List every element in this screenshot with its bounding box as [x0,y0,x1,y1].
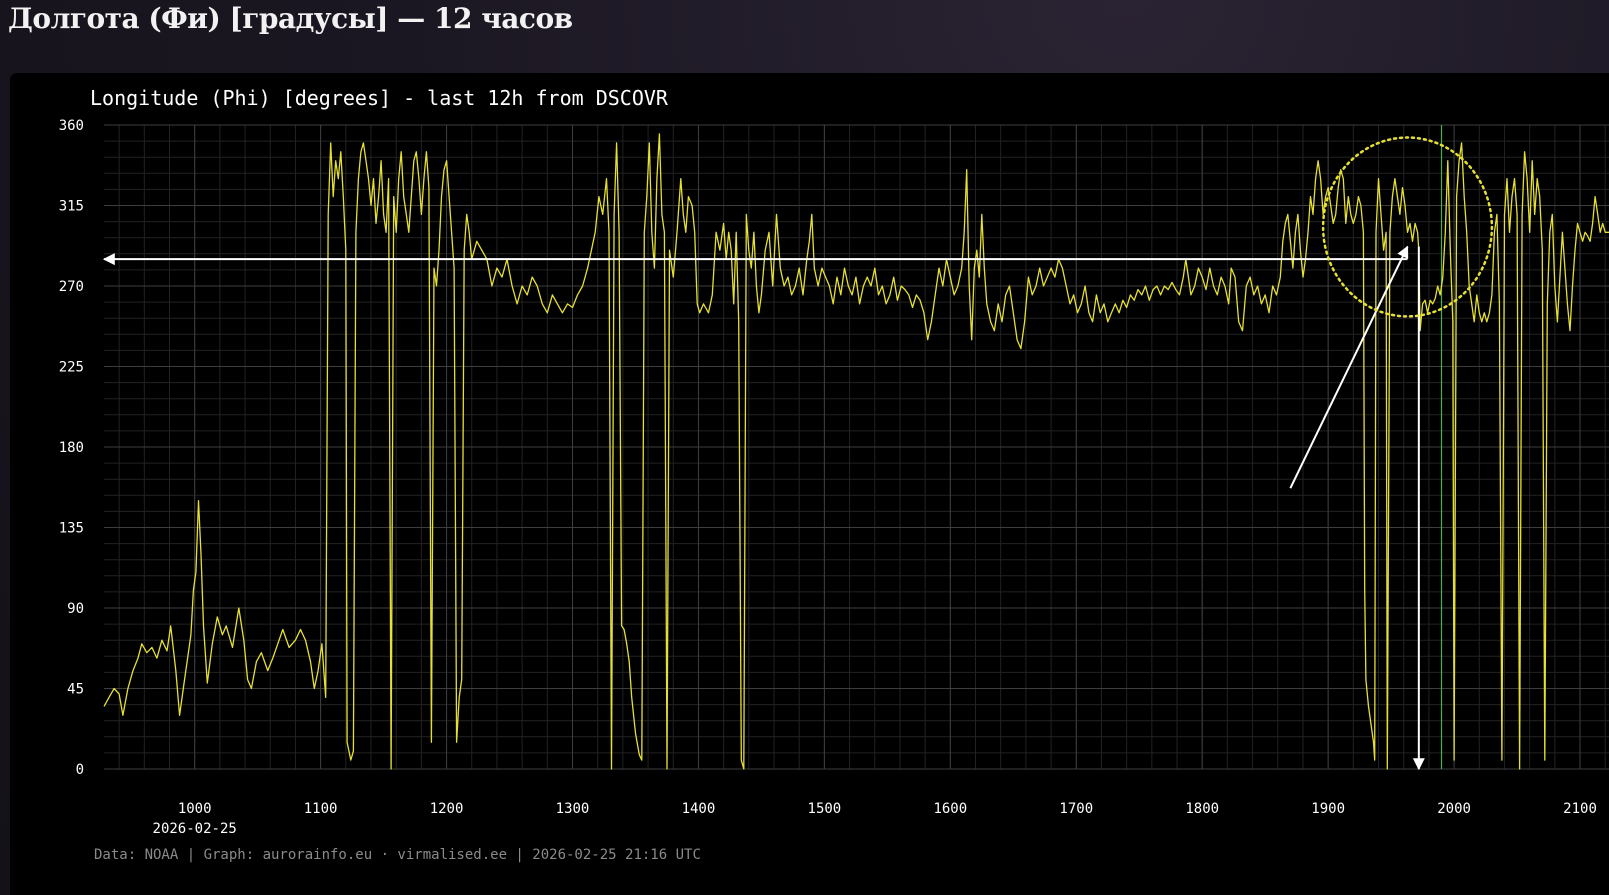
y-tick-label: 270 [59,279,84,295]
y-tick-label: 135 [59,521,84,537]
x-tick-label: 1100 [304,801,338,817]
annotation-circle [1321,136,1494,318]
x-tick-label: 1000 [178,801,212,817]
x-tick-label: 1300 [556,801,590,817]
x-tick-label: 1800 [1185,801,1219,817]
y-tick-label: 0 [76,762,84,778]
longitude-chart: Longitude (Phi) [degrees] - last 12h fro… [59,86,1609,863]
chart-panel: Longitude (Phi) [degrees] - last 12h fro… [10,73,1609,895]
y-tick-label: 315 [59,199,84,215]
x-tick-label: 1600 [933,801,967,817]
x-date-label: 2026-02-25 [153,821,237,837]
x-tick-label: 1400 [682,801,716,817]
chart-footer: Data: NOAA | Graph: aurorainfo.eu · virm… [94,847,701,863]
chart-title: Longitude (Phi) [degrees] - last 12h fro… [90,86,669,110]
y-tick-label: 225 [59,360,84,376]
y-tick-label: 360 [59,118,84,134]
y-tick-label: 90 [67,601,84,617]
x-tick-label: 1500 [808,801,842,817]
series-line [103,133,1609,770]
y-tick-label: 45 [67,682,84,698]
x-tick-label: 2000 [1437,801,1471,817]
x-tick-label: 1900 [1311,801,1345,817]
x-tick-label: 1200 [430,801,464,817]
page-heading: Долгота (Фи) [градусы] — 12 часов [8,2,573,35]
y-tick-label: 180 [59,440,84,456]
x-tick-label: 2100 [1563,801,1597,817]
x-tick-label: 1700 [1059,801,1093,817]
annotation-arrow [1289,245,1409,489]
